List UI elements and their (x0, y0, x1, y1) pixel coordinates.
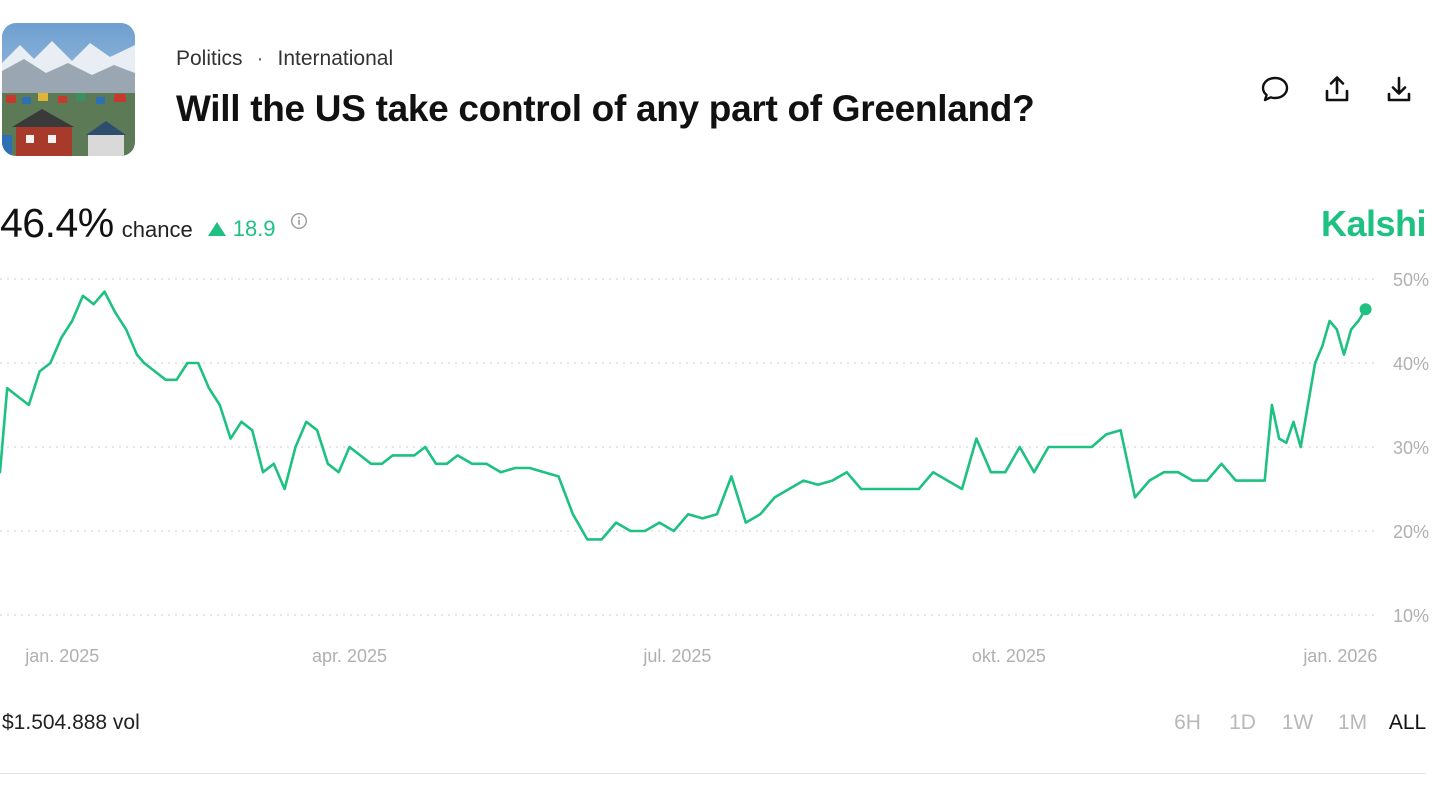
series-end-point (1359, 303, 1372, 316)
volume-label: $1.504.888 vol (2, 711, 140, 734)
x-tick-label: okt. 2025 (972, 646, 1046, 666)
probability-summary: 46.4% chance 18.9 (0, 200, 308, 247)
header-actions (1258, 72, 1416, 106)
download-button[interactable] (1382, 72, 1416, 106)
comment-icon (1261, 76, 1289, 102)
range-1w[interactable]: 1W (1281, 711, 1314, 734)
y-tick-label: 20% (1393, 522, 1429, 542)
page-title: Will the US take control of any part of … (176, 88, 1035, 129)
range-6h[interactable]: 6H (1174, 711, 1201, 734)
price-chart: 50% 40% 30% 20% 10% jan. 2025 apr. 2025 jul. 20… (0, 270, 1429, 666)
info-button[interactable] (290, 212, 308, 235)
y-tick-label: 40% (1393, 354, 1429, 374)
range-all[interactable]: ALL (1388, 711, 1427, 734)
y-tick-label: 30% (1393, 438, 1429, 458)
breadcrumb: Politics · International (176, 47, 393, 71)
divider (0, 773, 1426, 774)
range-1m[interactable]: 1M (1337, 711, 1368, 734)
chance-label: chance (121, 217, 193, 242)
market-thumbnail (2, 23, 135, 156)
range-1d[interactable]: 1D (1229, 711, 1256, 734)
chance-delta: 18.9 (207, 216, 276, 242)
x-tick-label: jan. 2026 (1302, 646, 1377, 666)
series-line (0, 290, 1367, 541)
chance-delta-value: 18.9 (232, 216, 276, 241)
brand-logo: Kalshi (1320, 203, 1427, 244)
share-button[interactable] (1320, 72, 1354, 106)
x-tick-label: jan. 2025 (24, 646, 99, 666)
breadcrumb-separator: · (256, 47, 264, 70)
x-tick-label: apr. 2025 (312, 646, 387, 666)
breadcrumb-subcategory[interactable]: International (277, 47, 394, 70)
triangle-up-icon (207, 222, 226, 236)
y-tick-label: 10% (1393, 606, 1429, 626)
chance-percent: 46.4% (0, 200, 114, 246)
y-tick-label: 50% (1393, 270, 1429, 290)
comment-button[interactable] (1258, 72, 1292, 106)
info-icon (290, 212, 307, 230)
x-tick-label: jul. 2025 (642, 646, 711, 666)
share-icon (1325, 76, 1349, 102)
download-icon (1387, 76, 1411, 102)
breadcrumb-category[interactable]: Politics (176, 47, 243, 70)
time-range-selector: 6H 1D 1W 1M ALL (1160, 711, 1435, 735)
